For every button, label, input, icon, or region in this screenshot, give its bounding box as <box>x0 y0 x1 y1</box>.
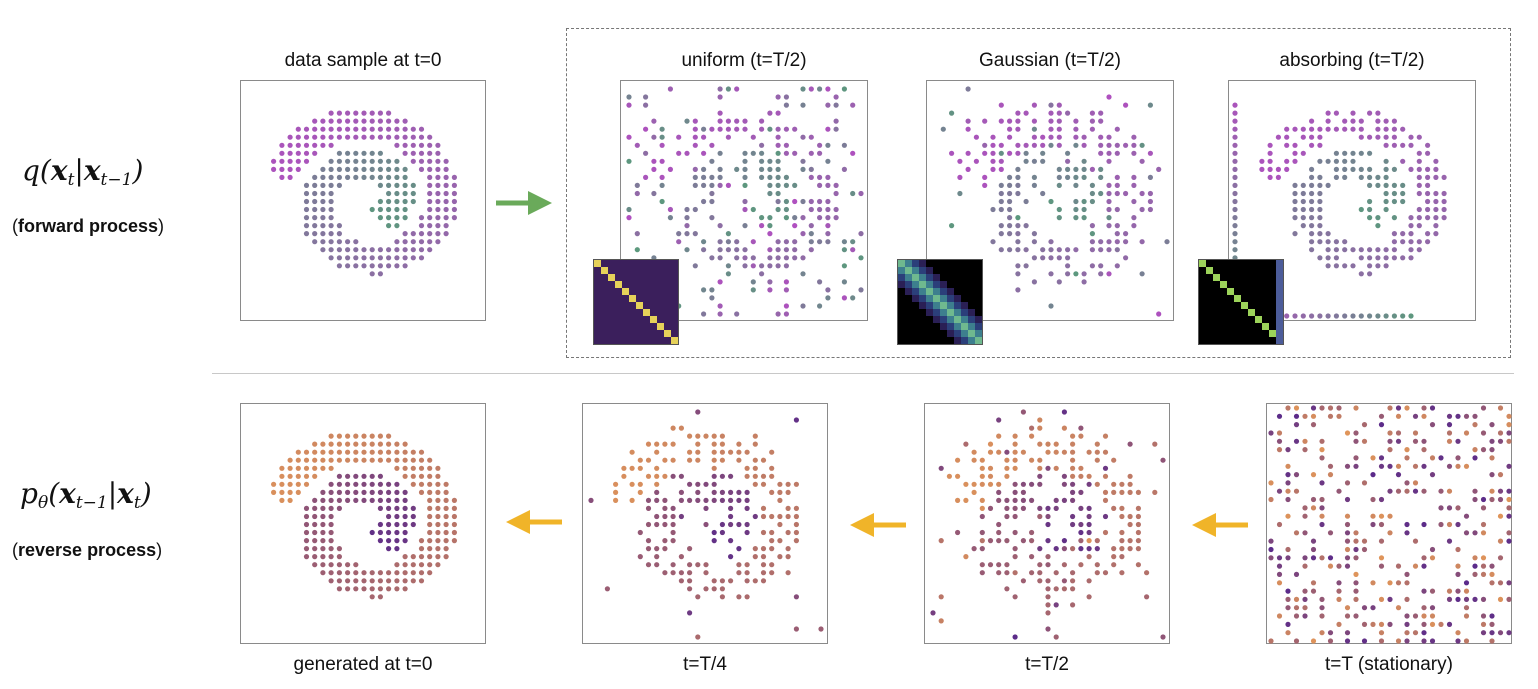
matrix-gaussian <box>897 259 983 345</box>
panel-half <box>924 403 1170 644</box>
title-gaussian: Gaussian (t=T/2) <box>978 50 1122 71</box>
reverse-process-label: (reverse process) <box>12 540 163 560</box>
forward-process-label: (forward process) <box>12 216 165 236</box>
reverse-arrow-icon-3 <box>1192 513 1248 537</box>
reverse-arrow-icon-2 <box>850 513 906 537</box>
scatter-stationary <box>1268 405 1512 644</box>
forward-arrow-icon <box>496 191 552 215</box>
title-uniform: uniform (t=T/2) <box>681 50 807 71</box>
scatter-absorbing <box>1232 102 1447 319</box>
scatter-half <box>930 409 1166 640</box>
matrix-uniform <box>593 259 679 345</box>
reverse-process-equation: pθ(xt−1|xt) <box>20 477 152 513</box>
caption-half: t=T/2 <box>1025 654 1069 675</box>
row-separator <box>212 373 1514 374</box>
matrix-absorbing <box>1198 259 1284 345</box>
panel-generated <box>240 403 486 644</box>
scatter-data-sample <box>271 110 457 277</box>
scatter-generated <box>271 433 457 600</box>
caption-generated: generated at t=0 <box>293 654 433 675</box>
scatter-gaussian <box>940 86 1170 317</box>
panel-stationary <box>1266 403 1512 644</box>
scatter-uniform <box>626 86 864 317</box>
panel-quarter <box>582 403 828 644</box>
caption-quarter: t=T/4 <box>683 654 727 675</box>
scatter-quarter <box>588 409 824 640</box>
caption-stationary: t=T (stationary) <box>1325 654 1453 675</box>
noise-types-group <box>566 28 1511 358</box>
title-absorbing: absorbing (t=T/2) <box>1279 50 1425 71</box>
forward-process-equation: q(xt|xt−1) <box>22 154 144 190</box>
reverse-arrow-icon-1 <box>506 510 562 534</box>
title-data-sample: data sample at t=0 <box>284 50 442 71</box>
panel-data-sample <box>240 80 486 321</box>
